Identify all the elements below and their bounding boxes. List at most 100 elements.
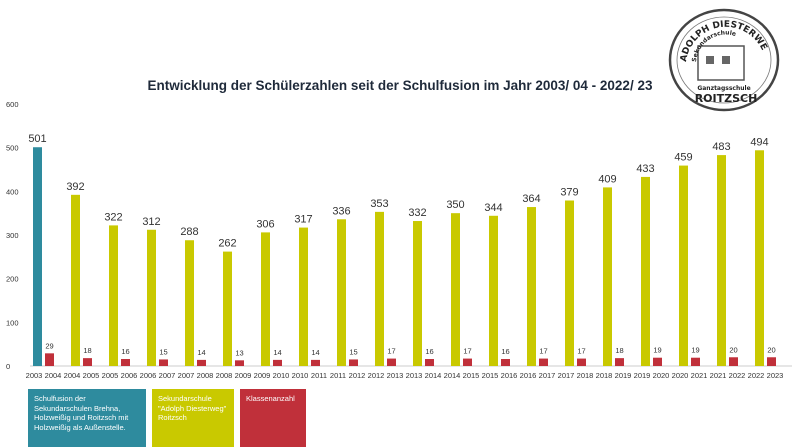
x-tick-label: 2004 <box>64 371 81 380</box>
class-count-label: 15 <box>349 347 357 356</box>
class-count-label: 20 <box>767 345 775 354</box>
bar-class-count <box>121 359 130 366</box>
student-count-label: 336 <box>332 205 350 217</box>
student-count-label: 306 <box>256 218 274 230</box>
bar-class-count <box>501 359 510 366</box>
class-count-label: 16 <box>425 347 433 356</box>
x-tick-label: 2009 <box>254 371 271 380</box>
chart-title: Entwicklung der Schülerzahlen seit der S… <box>147 78 653 93</box>
class-count-label: 19 <box>691 346 699 355</box>
bar-students <box>641 176 650 366</box>
student-count-label: 483 <box>712 141 730 153</box>
x-tick-label: 2021 <box>710 371 727 380</box>
x-tick-label: 2022 <box>729 371 746 380</box>
x-tick-label: 2017 <box>558 371 575 380</box>
bar-class-count <box>235 360 244 366</box>
x-tick-label: 2018 <box>577 371 594 380</box>
x-tick-label: 2009 <box>235 371 252 380</box>
bar-students <box>375 211 384 366</box>
x-tick-label: 2014 <box>444 371 461 380</box>
class-count-label: 18 <box>615 346 623 355</box>
bar-class-count <box>387 358 396 366</box>
class-count-label: 20 <box>729 345 737 354</box>
student-count-label: 262 <box>218 238 236 250</box>
student-count-label: 288 <box>180 226 198 238</box>
x-tick-label: 2022 <box>748 371 765 380</box>
bar-class-count <box>729 357 738 366</box>
bar-fusion <box>33 147 42 366</box>
school-logo: ADOLPH DIESTERWEG Sekundarschule Ganztag… <box>664 4 780 112</box>
class-count-label: 29 <box>45 341 53 350</box>
student-count-label: 317 <box>294 214 312 226</box>
x-tick-label: 2007 <box>178 371 195 380</box>
y-tick-label: 600 <box>6 100 19 109</box>
x-tick-label: 2016 <box>520 371 537 380</box>
x-tick-label: 2023 <box>767 371 784 380</box>
student-count-label: 350 <box>446 199 464 211</box>
bar-students <box>71 194 80 366</box>
x-tick-label: 2012 <box>349 371 366 380</box>
y-tick-label: 500 <box>6 144 19 153</box>
x-tick-label: 2019 <box>615 371 632 380</box>
class-count-label: 19 <box>653 346 661 355</box>
x-tick-label: 2008 <box>197 371 214 380</box>
bar-students <box>451 213 460 366</box>
bar-class-count <box>311 359 320 366</box>
x-tick-label: 2012 <box>368 371 385 380</box>
x-tick-label: 2018 <box>596 371 613 380</box>
student-count-label: 392 <box>66 181 84 193</box>
logo-window-icon <box>722 56 730 64</box>
class-count-label: 18 <box>83 346 91 355</box>
bar-students <box>565 200 574 366</box>
logo-middle-text: Ganztagsschule <box>697 85 750 92</box>
legend-fusion: Schulfusion der Sekundarschulen Brehna, … <box>28 389 146 447</box>
logo-bottom-text: ROITZSCH <box>695 92 758 105</box>
x-tick-label: 2010 <box>292 371 309 380</box>
y-tick-label: 100 <box>6 318 19 327</box>
x-tick-label: 2006 <box>140 371 157 380</box>
bar-students <box>489 215 498 366</box>
x-tick-label: 2013 <box>387 371 404 380</box>
bar-students <box>679 165 688 366</box>
student-count-label: 379 <box>560 187 578 199</box>
bar-class-count <box>273 359 282 366</box>
bar-students <box>413 221 422 366</box>
x-tick-label: 2020 <box>672 371 689 380</box>
y-tick-label: 300 <box>6 231 19 240</box>
x-tick-label: 2019 <box>634 371 651 380</box>
logo-building-icon <box>697 45 745 81</box>
student-count-label: 332 <box>408 207 426 219</box>
y-tick-label: 0 <box>6 362 10 371</box>
bar-students <box>603 187 612 366</box>
student-count-label: 501 <box>28 133 46 145</box>
class-count-label: 14 <box>197 348 205 357</box>
x-tick-label: 2008 <box>216 371 233 380</box>
student-count-label: 494 <box>750 136 768 148</box>
class-count-label: 15 <box>159 347 167 356</box>
x-tick-label: 2021 <box>691 371 708 380</box>
bar-students <box>185 240 194 366</box>
x-tick-label: 2014 <box>425 371 442 380</box>
logo-inner-ring <box>676 16 772 104</box>
x-tick-label: 2010 <box>273 371 290 380</box>
bar-class-count <box>539 358 548 366</box>
x-tick-label: 2011 <box>330 371 346 380</box>
bar-students <box>147 229 156 366</box>
legend-classes: Klassenanzahl <box>240 389 306 447</box>
bars-layer <box>33 147 776 366</box>
class-count-label: 13 <box>235 348 243 357</box>
bar-students <box>261 232 270 366</box>
bar-class-count <box>83 358 92 366</box>
student-count-label: 364 <box>522 193 540 205</box>
x-tick-label: 2003 <box>26 371 43 380</box>
bar-students <box>109 225 118 366</box>
student-count-label: 353 <box>370 198 388 210</box>
bar-class-count <box>159 359 168 366</box>
student-count-label: 322 <box>104 211 122 223</box>
y-tick-label: 400 <box>6 187 19 196</box>
bar-class-count <box>577 358 586 366</box>
class-count-label: 14 <box>311 348 319 357</box>
x-tick-label: 2005 <box>102 371 119 380</box>
x-tick-label: 2004 <box>45 371 62 380</box>
